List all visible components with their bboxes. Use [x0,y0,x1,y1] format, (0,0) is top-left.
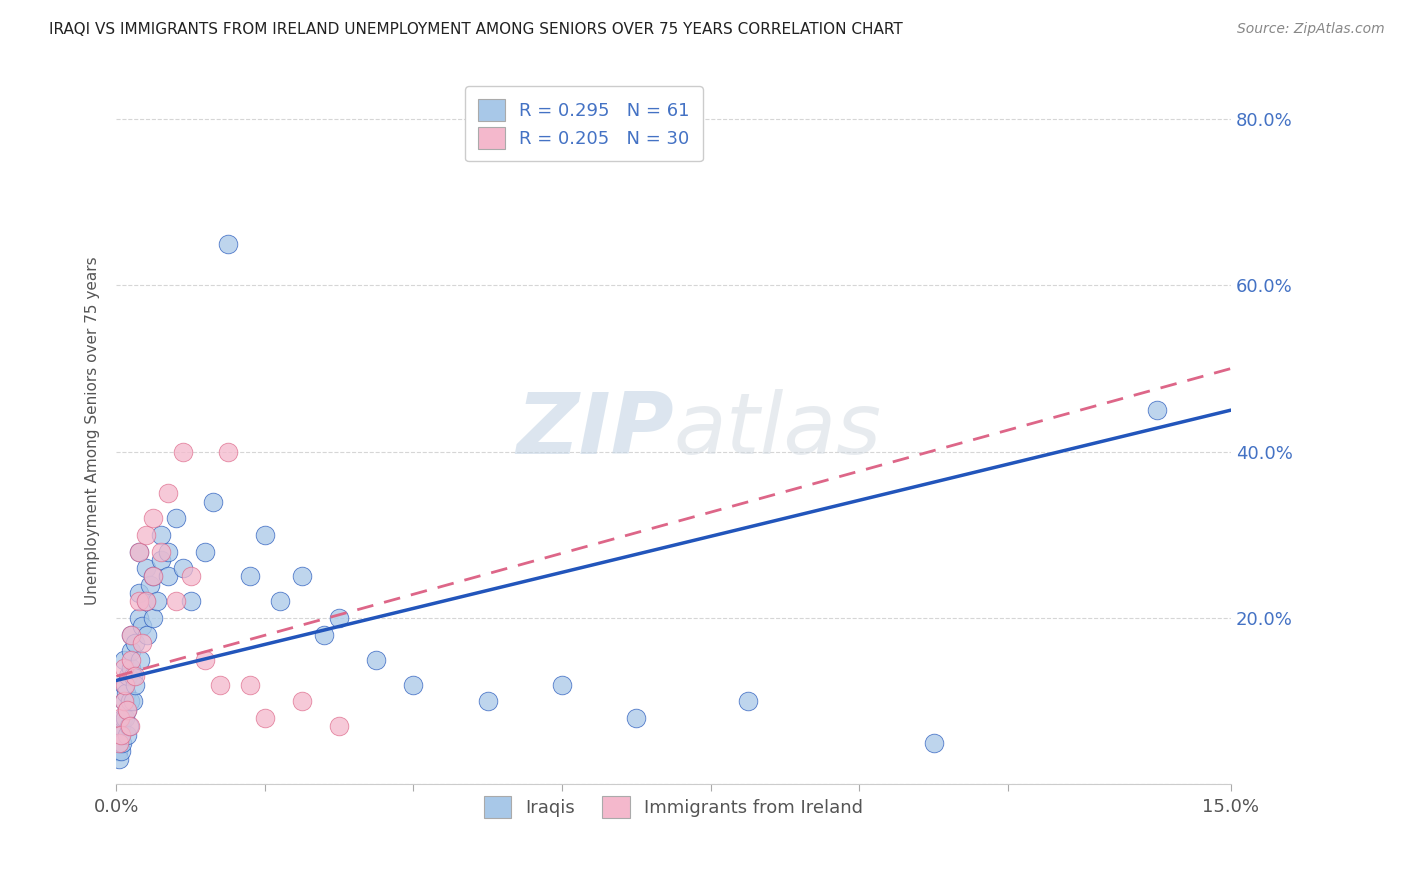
Y-axis label: Unemployment Among Seniors over 75 years: Unemployment Among Seniors over 75 years [86,257,100,606]
Point [142,611,165,625]
Text: IRAQI VS IMMIGRANTS FROM IRELAND UNEMPLOYMENT AMONG SENIORS OVER 75 YEARS CORREL: IRAQI VS IMMIGRANTS FROM IRELAND UNEMPLO… [49,22,903,37]
Point [124,636,146,650]
Point [124,678,146,692]
Point [291,694,314,708]
Point [135,594,157,608]
Point [131,636,153,650]
Point [135,594,157,608]
Point [129,653,152,667]
Point [142,569,165,583]
Point [117,702,139,716]
Point [128,544,150,558]
Point [128,594,150,608]
Point [149,544,172,558]
Point [108,736,131,750]
Point [165,511,187,525]
Point [194,544,217,558]
Point [149,553,172,567]
Legend: Iraqis, Immigrants from Ireland: Iraqis, Immigrants from Ireland [477,789,870,825]
Point [108,711,131,725]
Point [117,669,139,683]
Point [165,594,187,608]
Point [107,752,129,766]
Text: ZIP: ZIP [516,390,673,473]
Point [112,694,135,708]
Point [402,678,425,692]
Point [149,528,172,542]
Point [626,711,648,725]
Point [180,594,202,608]
Point [239,569,262,583]
Point [253,711,276,725]
Point [157,569,180,583]
Point [107,744,129,758]
Point [114,678,136,692]
Point [136,628,159,642]
Point [110,719,132,733]
Point [201,494,224,508]
Point [111,736,134,750]
Point [115,727,138,741]
Point [131,619,153,633]
Point [138,578,160,592]
Point [135,528,157,542]
Point [112,678,135,692]
Point [291,569,314,583]
Point [217,444,239,458]
Point [314,628,336,642]
Point [118,719,141,733]
Point [172,561,194,575]
Point [328,719,350,733]
Point [112,694,135,708]
Point [120,653,142,667]
Point [128,586,150,600]
Point [366,653,388,667]
Point [146,594,169,608]
Point [121,694,143,708]
Point [112,661,135,675]
Point [117,702,139,716]
Text: Source: ZipAtlas.com: Source: ZipAtlas.com [1237,22,1385,37]
Point [209,678,232,692]
Point [107,736,129,750]
Text: atlas: atlas [673,390,882,473]
Point [128,544,150,558]
Point [239,678,262,692]
Point [120,661,142,675]
Point [128,611,150,625]
Point [217,236,239,251]
Point [269,594,291,608]
Point [108,727,131,741]
Point [157,544,180,558]
Point [172,444,194,458]
Point [253,528,276,542]
Point [120,628,142,642]
Point [477,694,499,708]
Point [112,653,135,667]
Point [1146,403,1168,417]
Point [114,711,136,725]
Point [142,569,165,583]
Point [120,644,142,658]
Point [135,561,157,575]
Point [111,711,134,725]
Point [115,686,138,700]
Point [180,569,202,583]
Point [110,727,132,741]
Point [118,719,141,733]
Point [124,669,146,683]
Point [110,744,132,758]
Point [118,694,141,708]
Point [737,694,759,708]
Point [194,653,217,667]
Point [120,628,142,642]
Point [157,486,180,500]
Point [922,736,945,750]
Point [551,678,574,692]
Point [328,611,350,625]
Point [142,511,165,525]
Point [122,669,145,683]
